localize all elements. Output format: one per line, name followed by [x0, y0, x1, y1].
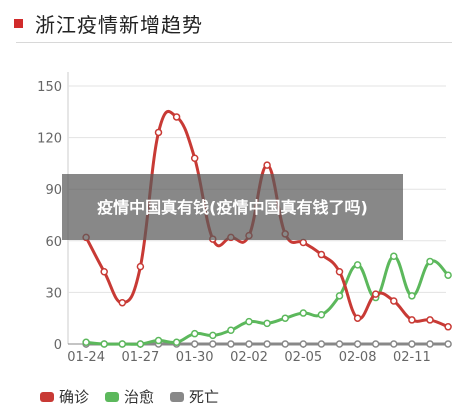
- y-tick-label: 150: [37, 80, 62, 95]
- x-tick-label: 01-27: [122, 350, 160, 365]
- data-point: [190, 329, 199, 338]
- data-point: [317, 250, 326, 259]
- data-point: [390, 297, 398, 305]
- data-point: [263, 340, 271, 348]
- data-point: [408, 292, 416, 300]
- data-point: [317, 340, 326, 348]
- data-point: [281, 314, 289, 322]
- data-point: [353, 261, 362, 269]
- data-point: [172, 113, 181, 121]
- legend-label: 治愈: [124, 388, 155, 406]
- data-point: [408, 340, 416, 348]
- data-point: [444, 271, 452, 279]
- x-tick-label: 02-08: [339, 350, 377, 365]
- y-tick-label: 90: [45, 183, 62, 198]
- data-point: [299, 238, 308, 247]
- data-point: [118, 340, 127, 348]
- data-point: [209, 331, 217, 340]
- y-tick-label: 60: [45, 235, 62, 250]
- data-point: [335, 268, 344, 276]
- data-point: [444, 323, 452, 331]
- legend-label: 确诊: [59, 388, 90, 406]
- watermark-text: 疫情中国真有钱(疫情中国真有钱了吗): [97, 197, 368, 217]
- y-tick-label: 30: [45, 286, 62, 301]
- chart-header: 浙江疫情新增趋势: [14, 6, 203, 40]
- data-point: [335, 292, 344, 300]
- data-point: [426, 316, 434, 324]
- x-tick-label: 01-30: [176, 350, 214, 365]
- data-point: [118, 298, 127, 307]
- data-point: [426, 257, 434, 266]
- watermark-overlay: 疫情中国真有钱(疫情中国真有钱了吗): [62, 174, 403, 240]
- x-tick-label: 02-05: [284, 350, 322, 365]
- data-point: [172, 338, 181, 347]
- data-point: [317, 311, 326, 319]
- legend-item[interactable]: 确诊: [40, 386, 89, 407]
- data-point: [353, 314, 362, 322]
- data-point: [154, 336, 163, 345]
- legend-swatch: [170, 391, 185, 402]
- chart-legend: 确诊 治愈 死亡: [40, 386, 235, 407]
- data-point: [263, 319, 271, 328]
- data-point: [136, 262, 145, 271]
- header-divider: [16, 42, 452, 43]
- x-tick-label: 02-11: [393, 350, 431, 365]
- x-tick-label: 02-02: [230, 350, 268, 365]
- data-point: [390, 252, 398, 261]
- data-point: [299, 340, 308, 348]
- data-point: [371, 340, 380, 348]
- data-point: [190, 340, 199, 348]
- y-tick-label: 120: [37, 132, 62, 147]
- legend-swatch: [40, 391, 54, 402]
- data-point: [245, 340, 253, 348]
- data-point: [227, 340, 235, 348]
- legend-item[interactable]: 死亡: [170, 386, 219, 407]
- legend-label: 死亡: [189, 388, 220, 406]
- data-point: [426, 340, 434, 348]
- data-point: [100, 340, 108, 348]
- legend-item[interactable]: 治愈: [105, 386, 154, 407]
- data-point: [100, 268, 108, 276]
- data-point: [444, 340, 452, 348]
- data-point: [227, 326, 235, 334]
- data-point: [82, 338, 90, 347]
- data-point: [408, 316, 416, 324]
- data-point: [209, 340, 217, 348]
- data-point: [154, 128, 163, 137]
- title-marker: [14, 18, 23, 28]
- data-point: [281, 340, 289, 348]
- data-point: [390, 340, 398, 348]
- page-title: 浙江疫情新增趋势: [35, 12, 203, 37]
- data-point: [299, 309, 308, 317]
- data-point: [353, 340, 362, 348]
- data-point: [371, 290, 380, 298]
- data-point: [190, 154, 199, 162]
- x-tick-label: 01-24: [67, 350, 105, 365]
- legend-swatch: [105, 391, 120, 402]
- data-point: [136, 340, 145, 348]
- data-point: [335, 340, 344, 348]
- y-tick-label: 0: [54, 338, 62, 353]
- data-point: [245, 317, 253, 326]
- data-point: [263, 161, 271, 169]
